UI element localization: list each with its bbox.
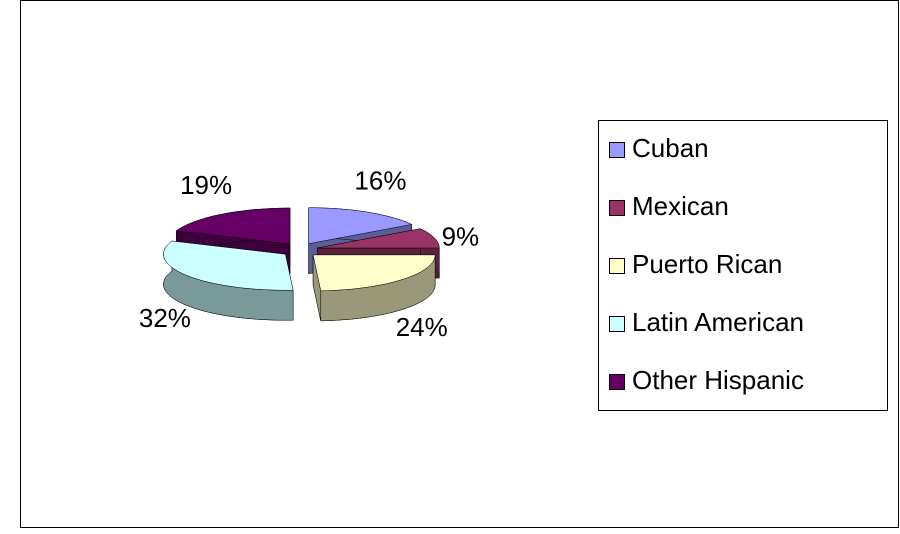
data-label: 16% (354, 166, 406, 196)
legend-label: Latin American (632, 307, 804, 337)
pie: 16% 19% 9% 32% 24% (139, 166, 479, 343)
legend: Cuban Mexican Puerto Rican Latin American Ot… (609, 133, 804, 395)
legend-swatch (609, 374, 625, 390)
data-label: 19% (180, 170, 232, 200)
legend-swatch (609, 316, 625, 332)
slice (312, 254, 436, 292)
slice (163, 240, 294, 291)
data-label: 9% (442, 222, 480, 252)
legend-label: Other Hispanic (632, 365, 804, 395)
legend-label: Puerto Rican (632, 249, 782, 279)
slice (175, 207, 291, 245)
legend-label: Mexican (632, 191, 729, 221)
legend-label: Cuban (632, 133, 709, 163)
data-label: 32% (139, 303, 191, 333)
legend-swatch (609, 142, 625, 158)
slice (317, 228, 440, 249)
legend-swatch (609, 200, 625, 216)
legend-box (598, 120, 888, 411)
slice (308, 207, 413, 245)
data-label: 24% (396, 312, 448, 342)
legend-swatch (609, 258, 625, 274)
